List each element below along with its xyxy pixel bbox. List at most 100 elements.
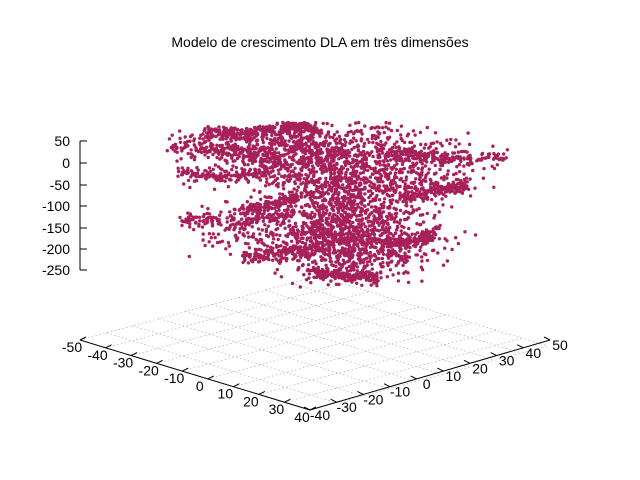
- data-point: [433, 190, 437, 194]
- data-point: [391, 165, 396, 170]
- data-point: [211, 152, 215, 157]
- data-point: [309, 214, 313, 218]
- data-point: [305, 164, 310, 168]
- data-point: [194, 220, 198, 224]
- data-point: [253, 208, 257, 212]
- data-point: [386, 154, 390, 159]
- data-point: [373, 277, 377, 282]
- data-point: [412, 237, 416, 241]
- data-point: [287, 125, 291, 130]
- data-point: [243, 227, 247, 231]
- data-point: [441, 263, 446, 267]
- data-point: [201, 232, 205, 236]
- data-point: [307, 272, 312, 276]
- data-point: [363, 168, 367, 172]
- data-point: [308, 124, 313, 129]
- data-point: [342, 138, 347, 142]
- data-point: [282, 187, 286, 191]
- data-point: [391, 193, 395, 197]
- data-point: [338, 173, 342, 177]
- data-point: [318, 167, 323, 171]
- data-point: [371, 182, 376, 186]
- data-point: [267, 212, 271, 217]
- data-point: [250, 225, 254, 229]
- data-point: [395, 155, 399, 159]
- z-tick-label: 0: [62, 155, 70, 171]
- data-point: [337, 157, 341, 161]
- data-point: [268, 138, 273, 142]
- x-tick-label: -20: [139, 362, 159, 378]
- data-point: [248, 167, 252, 172]
- data-point: [358, 152, 362, 156]
- data-point: [195, 165, 199, 170]
- data-point: [193, 155, 197, 159]
- data-point: [407, 159, 412, 163]
- data-point: [456, 150, 461, 154]
- data-point: [442, 174, 446, 179]
- data-point: [397, 234, 402, 238]
- data-point: [425, 258, 430, 263]
- data-point: [291, 121, 295, 125]
- data-point: [348, 178, 353, 182]
- data-point: [410, 181, 414, 185]
- data-point: [362, 144, 366, 149]
- data-point: [371, 275, 375, 279]
- data-point: [306, 149, 311, 153]
- data-point: [228, 133, 232, 137]
- data-point: [365, 177, 369, 181]
- data-point: [252, 130, 256, 134]
- data-point: [400, 138, 404, 143]
- data-point: [346, 179, 350, 183]
- data-point: [349, 165, 353, 169]
- data-point: [192, 227, 196, 232]
- data-point: [201, 238, 205, 242]
- data-point: [206, 207, 210, 211]
- data-point: [278, 142, 283, 147]
- data-point: [387, 148, 392, 152]
- data-point: [465, 186, 469, 190]
- data-point: [253, 150, 257, 155]
- data-point: [180, 166, 184, 170]
- data-point: [203, 153, 207, 157]
- data-point: [365, 263, 369, 267]
- data-point: [299, 233, 303, 237]
- data-point: [369, 166, 373, 171]
- data-point: [270, 206, 275, 210]
- data-point: [217, 125, 221, 129]
- data-point: [337, 282, 341, 287]
- data-point: [197, 224, 201, 228]
- data-point: [408, 235, 412, 239]
- data-point: [228, 210, 232, 214]
- data-point: [259, 255, 263, 259]
- data-point: [274, 209, 278, 214]
- data-point: [261, 127, 265, 131]
- data-point: [261, 163, 265, 168]
- data-point: [381, 218, 385, 223]
- data-point: [226, 185, 231, 189]
- data-point: [385, 167, 389, 171]
- data-point: [393, 190, 397, 194]
- data-point: [260, 228, 264, 232]
- data-point: [325, 266, 329, 270]
- data-point: [256, 239, 261, 243]
- data-point: [381, 210, 386, 214]
- data-point: [344, 170, 348, 175]
- data-point: [232, 228, 236, 232]
- data-point: [357, 247, 361, 251]
- data-point: [341, 151, 345, 155]
- grid-line-x: [207, 314, 446, 380]
- data-point: [457, 163, 462, 167]
- data-point: [430, 181, 435, 186]
- data-point: [299, 255, 303, 260]
- data-point: [311, 241, 315, 246]
- data-point: [270, 133, 274, 138]
- data-point: [220, 146, 225, 150]
- grid-line-y: [159, 318, 390, 389]
- data-point: [339, 176, 344, 180]
- data-point: [330, 271, 335, 275]
- data-point: [351, 278, 355, 282]
- data-point: [189, 175, 193, 179]
- data-point: [210, 220, 214, 224]
- data-point: [384, 125, 388, 129]
- data-point: [458, 157, 462, 161]
